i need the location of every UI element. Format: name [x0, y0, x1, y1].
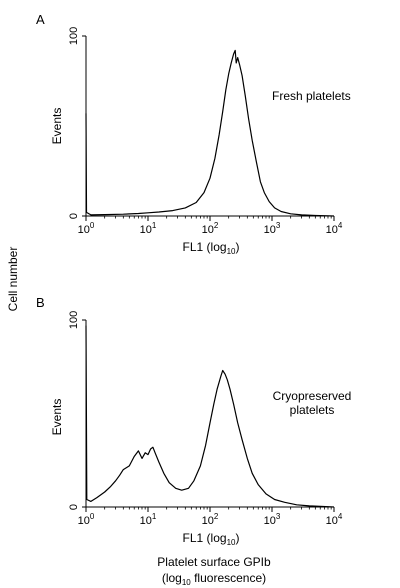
x-tick-label: 103	[264, 512, 281, 527]
y-tick-label: 0	[68, 504, 80, 510]
panel-b-histogram-line	[85, 325, 335, 508]
x-tick-label: 100	[78, 512, 95, 527]
x-tick-label: 101	[140, 512, 157, 527]
y-tick-label: 0	[68, 213, 80, 219]
shared-x-axis-label-line2: (log10 fluorescence)	[162, 571, 266, 587]
x-tick-label: 103	[264, 221, 281, 236]
panel-b-annotation-line1: Cryopreserved	[273, 389, 352, 403]
x-tick-label: 104	[326, 221, 343, 236]
shared-y-axis-label: Cell number	[6, 247, 20, 312]
panel-a-annotation: Fresh platelets	[272, 89, 351, 103]
panel-b-y-axis-label: Events	[50, 399, 64, 436]
panel-b-x-axis-label: FL1 (log10)	[183, 531, 240, 547]
x-tick-label: 102	[202, 221, 219, 236]
panel-b-y-ticks: 0 100	[68, 311, 86, 510]
y-tick-label: 100	[68, 27, 80, 45]
panel-b-annotation-line2: platelets	[290, 403, 335, 417]
panel-a-x-ticks: 100 101 102 103 104	[78, 216, 343, 236]
panel-b-x-ticks: 100 101 102 103 104	[78, 507, 343, 527]
x-tick-label: 104	[326, 512, 343, 527]
y-tick-label: 100	[68, 311, 80, 329]
panel-b-label: B	[36, 295, 45, 310]
panel-a-label: A	[36, 12, 45, 27]
panel-a-y-ticks: 0 100	[68, 27, 86, 219]
panel-b: B Events Cryopreserved platelets FL1 (lo…	[36, 295, 351, 547]
panel-a-y-axis-label: Events	[50, 108, 64, 145]
shared-x-axis-label-line1: Platelet surface GPIb	[157, 555, 271, 569]
panel-a-x-axis-label: FL1 (log10)	[183, 240, 240, 256]
x-tick-label: 101	[140, 221, 157, 236]
panel-a: A Events Fresh platelets FL1 (log10) 010…	[36, 12, 351, 256]
x-tick-label: 102	[202, 512, 219, 527]
x-tick-label: 100	[78, 221, 95, 236]
panel-a-histogram-line	[85, 49, 335, 217]
